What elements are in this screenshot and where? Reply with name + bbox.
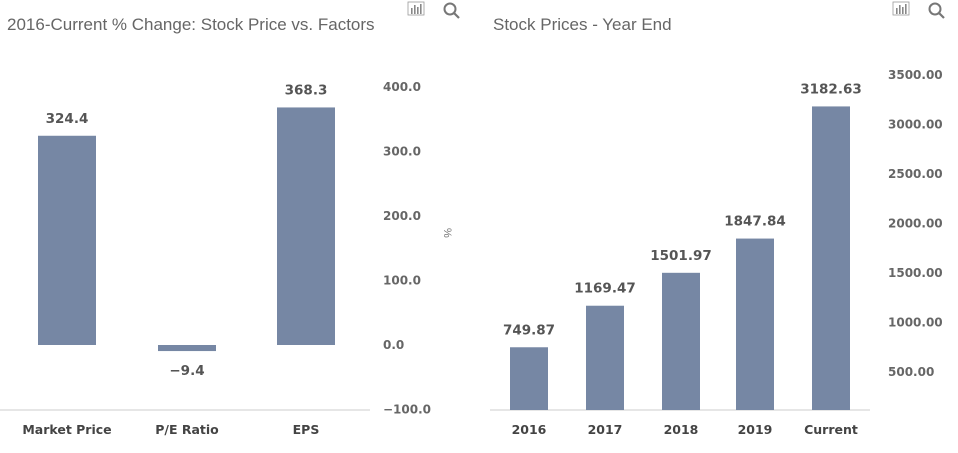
data-label: 1169.47 — [574, 281, 636, 297]
y-tick-label: 300.0 — [383, 145, 421, 159]
data-label: 3182.63 — [800, 81, 862, 97]
x-tick-label: EPS — [293, 422, 320, 437]
left-chart-title: 2016-Current % Change: Stock Price vs. F… — [7, 15, 375, 34]
x-tick-label: P/E Ratio — [155, 422, 219, 437]
search-icon[interactable] — [443, 2, 460, 19]
bar-chart-icon[interactable] — [407, 1, 425, 16]
y-tick-label: 2000.00 — [888, 217, 943, 231]
y-tick-label: 100.0 — [383, 274, 421, 288]
data-label: 1847.84 — [724, 214, 786, 230]
search-icon[interactable] — [928, 2, 945, 19]
bar[interactable] — [38, 135, 96, 345]
data-label: 368.3 — [285, 82, 328, 98]
x-tick-label: Market Price — [22, 422, 111, 437]
bar[interactable] — [662, 272, 700, 410]
data-label: 749.87 — [503, 322, 555, 338]
bar-chart-icon[interactable] — [892, 1, 910, 16]
bar[interactable] — [158, 345, 216, 352]
y-tick-label: 1500.00 — [888, 266, 943, 280]
x-tick-label: Current — [804, 422, 858, 437]
x-tick-label: 2019 — [738, 422, 773, 437]
y-tick-label: 400.0 — [383, 80, 421, 94]
y-tick-label: 0.0 — [383, 338, 404, 352]
y-tick-label: 2500.00 — [888, 167, 943, 181]
y-tick-label: −100.0 — [383, 403, 431, 417]
x-tick-label: 2018 — [664, 422, 699, 437]
x-tick-label: 2016 — [512, 422, 547, 437]
bar[interactable] — [586, 305, 624, 410]
bar[interactable] — [812, 106, 850, 411]
bar[interactable] — [736, 238, 774, 410]
y-tick-label: 3000.00 — [888, 118, 943, 132]
left-y-axis-label: % — [441, 228, 453, 238]
x-tick-label: 2017 — [588, 422, 623, 437]
y-tick-label: 3500.00 — [888, 68, 943, 82]
data-label: 324.4 — [46, 111, 89, 127]
bar[interactable] — [277, 107, 335, 345]
right-chart-title: Stock Prices - Year End — [493, 15, 672, 34]
data-label: 1501.97 — [650, 248, 712, 264]
y-tick-label: 1000.00 — [888, 316, 943, 330]
data-label: −9.4 — [169, 363, 204, 379]
y-tick-label: 200.0 — [383, 209, 421, 223]
y-tick-label: 500.00 — [888, 365, 934, 379]
bar[interactable] — [510, 347, 548, 410]
